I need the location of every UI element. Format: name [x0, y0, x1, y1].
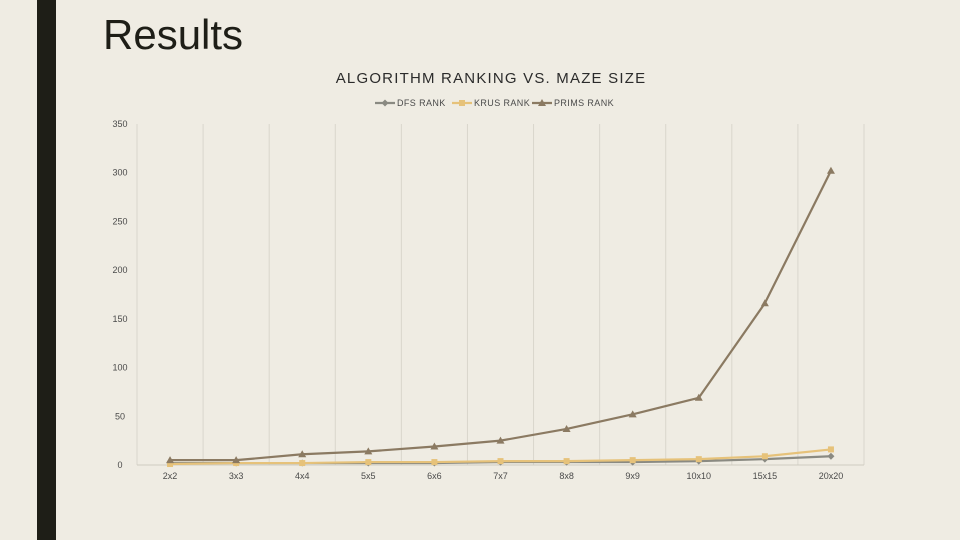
chart-series [166, 166, 835, 468]
data-point-triangle [232, 456, 241, 464]
chart-gridlines [136, 124, 865, 466]
y-tick-label: 250 [112, 216, 127, 226]
sidebar-accent-bar [37, 0, 56, 540]
x-tick-label: 15x15 [753, 471, 778, 481]
x-axis-ticks: 2x2 3x3 4x4 5x5 6x6 7x7 8x8 9x9 10x10 15x15 20x20 [163, 471, 843, 481]
data-point-diamond [827, 452, 835, 460]
x-tick-label: 10x10 [687, 471, 712, 481]
series-krus-rank [167, 446, 834, 468]
data-point-square [299, 460, 306, 467]
data-point-triangle [430, 442, 439, 450]
data-point-triangle [538, 99, 546, 106]
legend-item: DFS RANK [375, 98, 446, 108]
data-point-square [563, 458, 570, 465]
data-point-square [167, 461, 174, 468]
x-tick-label: 3x3 [229, 471, 244, 481]
y-tick-label: 100 [112, 363, 127, 373]
series-prims-rank [166, 166, 835, 464]
data-point-square [695, 456, 702, 463]
data-point-square [459, 100, 465, 106]
data-point-triangle [364, 447, 373, 455]
legend-item: PRIMS RANK [532, 98, 614, 108]
data-point-diamond [381, 99, 389, 107]
x-tick-label: 5x5 [361, 471, 376, 481]
data-point-triangle [826, 166, 835, 174]
data-point-triangle [298, 450, 307, 458]
legend-label: PRIMS RANK [554, 98, 614, 108]
data-point-triangle [760, 299, 769, 307]
data-point-triangle [166, 456, 175, 464]
y-tick-label: 350 [112, 119, 127, 129]
data-point-square [629, 457, 636, 464]
x-tick-label: 20x20 [819, 471, 844, 481]
data-point-triangle [628, 410, 637, 418]
data-point-triangle [562, 424, 571, 432]
y-tick-label: 0 [117, 460, 122, 470]
legend-label: DFS RANK [397, 98, 446, 108]
x-tick-label: 2x2 [163, 471, 178, 481]
y-axis-ticks: 0 50 100 150 200 250 300 350 [112, 119, 127, 470]
y-tick-label: 300 [112, 168, 127, 178]
data-point-square [761, 453, 768, 460]
chart-title: ALGORITHM RANKING VS. MAZE SIZE [336, 70, 647, 87]
x-tick-label: 6x6 [427, 471, 442, 481]
x-tick-label: 8x8 [559, 471, 574, 481]
chart-legend: DFS RANK KRUS RANK PRIMS RANK [375, 98, 614, 108]
data-point-square [497, 458, 504, 465]
x-tick-label: 4x4 [295, 471, 310, 481]
data-point-square [431, 459, 438, 466]
data-point-square [365, 459, 372, 466]
data-point-triangle [496, 436, 505, 444]
x-tick-label: 9x9 [625, 471, 640, 481]
legend-item: KRUS RANK [452, 98, 530, 108]
y-tick-label: 200 [112, 265, 127, 275]
y-tick-label: 150 [112, 314, 127, 324]
slide-title: Results [103, 11, 244, 58]
x-tick-label: 7x7 [493, 471, 508, 481]
y-tick-label: 50 [115, 411, 125, 421]
data-point-triangle [694, 393, 703, 401]
data-point-square [827, 446, 834, 453]
legend-label: KRUS RANK [474, 98, 530, 108]
